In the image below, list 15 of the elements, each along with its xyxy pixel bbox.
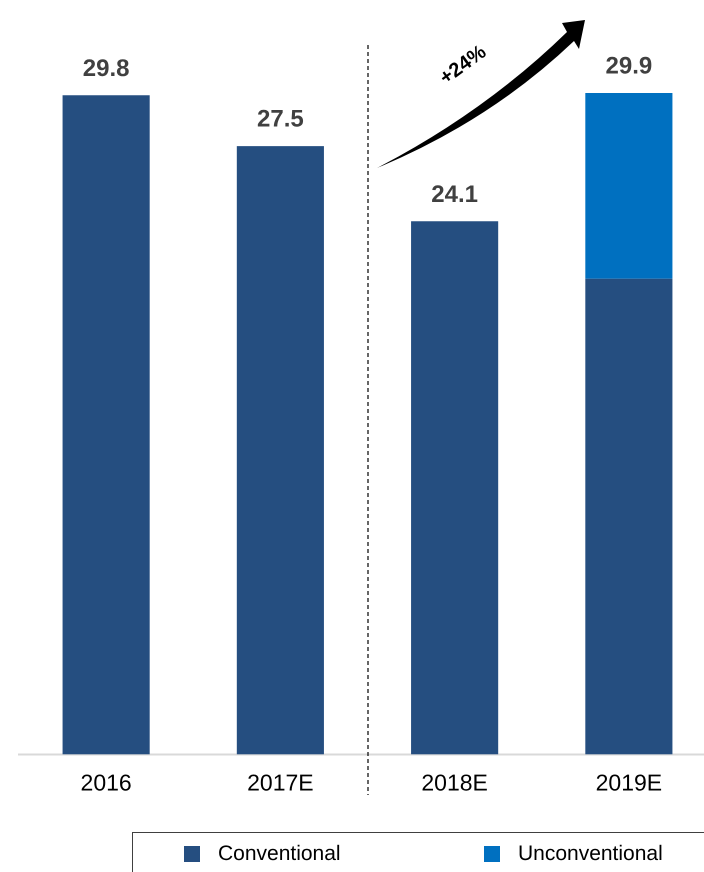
total-label: 29.9 bbox=[606, 52, 652, 80]
data-label: 29.8 bbox=[82, 54, 130, 82]
data-label: 27.5 bbox=[257, 106, 304, 133]
x-tick-label: 2019E bbox=[596, 770, 662, 796]
data-label: 24.1 bbox=[431, 180, 478, 208]
bar bbox=[236, 146, 324, 754]
legend-label: Unconventional bbox=[518, 842, 663, 866]
bar bbox=[411, 221, 498, 754]
legend-label: Conventional bbox=[218, 842, 341, 866]
bar bbox=[585, 278, 672, 754]
x-tick-label: 2017E bbox=[247, 770, 314, 796]
bar bbox=[62, 95, 150, 754]
x-tick-label: 2018E bbox=[421, 770, 488, 796]
bar bbox=[585, 93, 672, 279]
x-tick-label: 2016 bbox=[80, 770, 132, 796]
